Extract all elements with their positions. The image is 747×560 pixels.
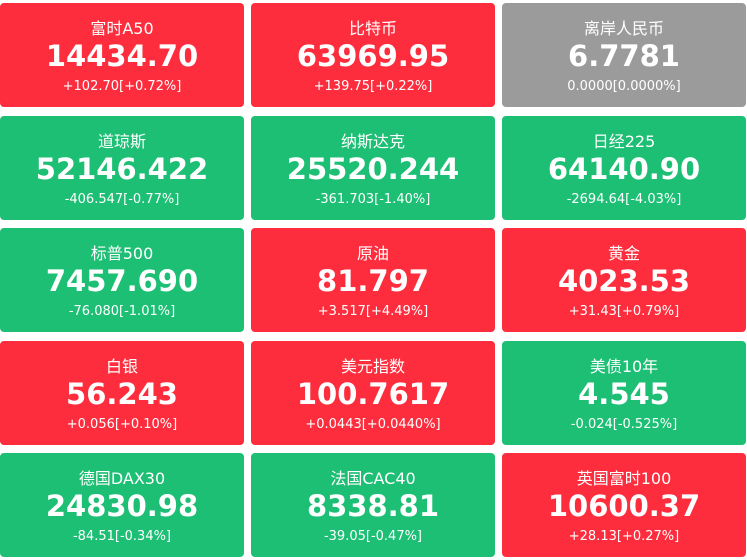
- quote-price: 24830.98: [45, 489, 199, 523]
- quote-name: 比特币: [348, 19, 397, 38]
- quote-change: +0.0443[+0.0440%]: [305, 416, 441, 432]
- quote-name: 英国富时100: [576, 469, 672, 488]
- quote-change: -2694.64[-4.03%]: [566, 191, 682, 207]
- quote-price: 63969.95: [296, 39, 450, 73]
- quote-price: 56.243: [66, 376, 178, 411]
- quote-price: 25520.244: [286, 151, 460, 186]
- quote-name: 黄金: [607, 244, 640, 263]
- quote-price: 4.545: [578, 376, 670, 411]
- quote-name: 日经225: [592, 131, 656, 151]
- quote-price: 10600.37: [547, 489, 701, 523]
- quote-tile[interactable]: 黄金 4023.53 +31.43[+0.79%]: [502, 228, 746, 332]
- quote-tile[interactable]: 标普500 7457.690 -76.080[-1.01%]: [0, 228, 244, 332]
- quote-change: -361.703[-1.40%]: [315, 191, 431, 207]
- quote-name: 原油: [356, 244, 389, 263]
- quote-change: -76.080[-1.01%]: [68, 304, 176, 319]
- quote-change: +31.43[+0.79%]: [568, 304, 680, 319]
- quote-tile[interactable]: 英国富时100 10600.37 +28.13[+0.27%]: [502, 453, 746, 557]
- quote-tile[interactable]: 离岸人民币 6.7781 0.0000[0.0000%]: [502, 3, 746, 107]
- quote-tile[interactable]: 原油 81.797 +3.517[+4.49%]: [251, 228, 495, 332]
- quote-price: 81.797: [317, 264, 429, 298]
- quote-name: 美元指数: [340, 356, 405, 376]
- quote-tile[interactable]: 道琼斯 52146.422 -406.547[-0.77%]: [0, 115, 244, 220]
- quote-tile[interactable]: 比特币 63969.95 +139.75[+0.22%]: [251, 3, 495, 107]
- quote-price: 100.7617: [296, 376, 450, 411]
- quote-tile[interactable]: 纳斯达克 25520.244 -361.703[-1.40%]: [251, 115, 495, 220]
- quote-change: +0.056[+0.10%]: [66, 416, 178, 432]
- quote-change: -0.024[-0.525%]: [570, 416, 678, 432]
- quote-tile[interactable]: 白银 56.243 +0.056[+0.10%]: [0, 340, 244, 445]
- quote-price: 7457.690: [45, 264, 199, 298]
- quote-name: 德国DAX30: [78, 469, 166, 488]
- quote-name: 法国CAC40: [330, 469, 416, 488]
- quote-change: -39.05[-0.47%]: [323, 529, 423, 544]
- quote-change: +3.517[+4.49%]: [317, 304, 429, 319]
- quote-price: 8338.81: [306, 489, 440, 523]
- quote-tile[interactable]: 法国CAC40 8338.81 -39.05[-0.47%]: [251, 453, 495, 557]
- quote-change: 0.0000[0.0000%]: [567, 79, 681, 94]
- quote-name: 美债10年: [589, 356, 659, 376]
- quote-price: 4023.53: [557, 264, 691, 298]
- quote-price: 6.7781: [568, 39, 680, 73]
- quote-name: 纳斯达克: [340, 131, 405, 151]
- quote-change: -406.547[-0.77%]: [64, 191, 180, 207]
- quote-change: +139.75[+0.22%]: [313, 79, 433, 94]
- quote-tile[interactable]: 美债10年 4.545 -0.024[-0.525%]: [502, 340, 746, 445]
- quote-name: 富时A50: [90, 19, 154, 38]
- quote-tile[interactable]: 日经225 64140.90 -2694.64[-4.03%]: [502, 115, 746, 220]
- quote-name: 白银: [105, 356, 138, 376]
- quote-tile[interactable]: 德国DAX30 24830.98 -84.51[-0.34%]: [0, 453, 244, 557]
- quote-change: +28.13[+0.27%]: [568, 529, 680, 544]
- quote-change: -84.51[-0.34%]: [72, 529, 172, 544]
- quote-change: +102.70[+0.72%]: [62, 79, 182, 94]
- quote-tile[interactable]: 美元指数 100.7617 +0.0443[+0.0440%]: [251, 340, 495, 445]
- quote-tile[interactable]: 富时A50 14434.70 +102.70[+0.72%]: [0, 3, 244, 107]
- quote-name: 道琼斯: [97, 131, 146, 151]
- quote-price: 14434.70: [45, 39, 199, 73]
- quote-price: 52146.422: [35, 151, 209, 186]
- quote-name: 离岸人民币: [583, 19, 664, 38]
- quote-price: 64140.90: [547, 151, 701, 186]
- quote-name: 标普500: [90, 244, 154, 263]
